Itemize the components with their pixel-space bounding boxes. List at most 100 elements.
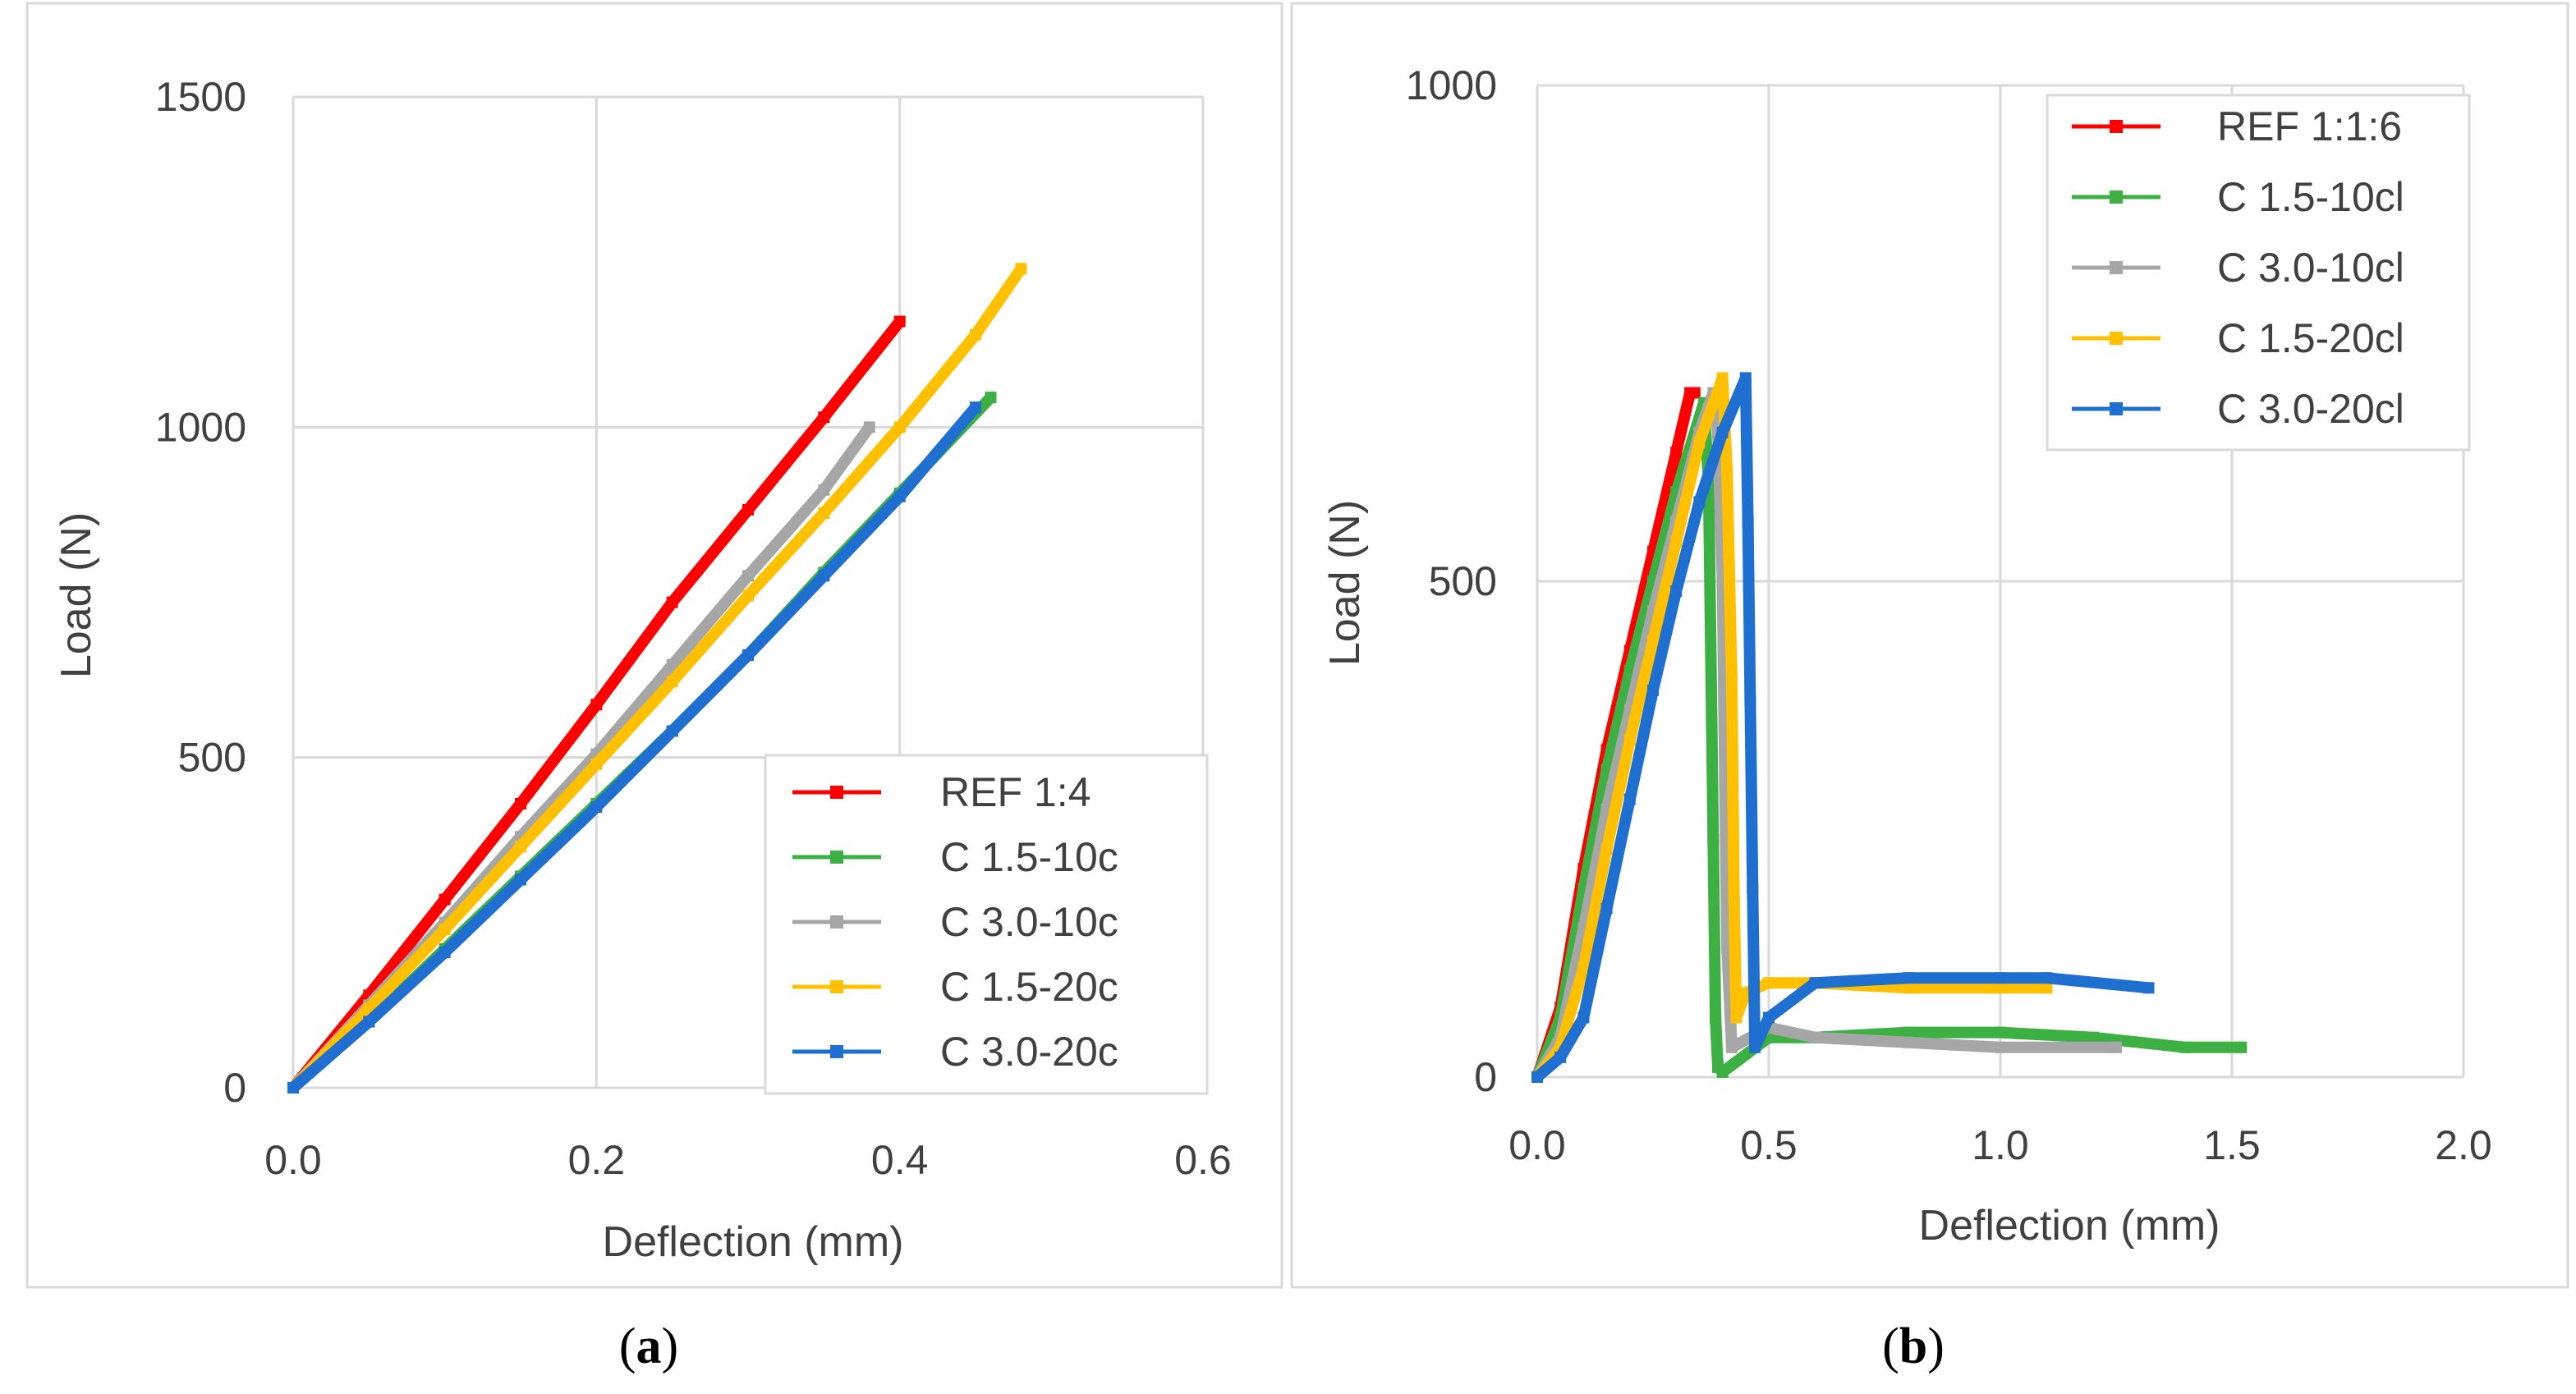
panel-a-data-point — [439, 947, 451, 959]
panel-a-data-point — [1015, 263, 1027, 275]
panel-a-x-axis-title: Deflection (mm) — [603, 1218, 904, 1266]
panel-a-legend-marker-2 — [830, 915, 843, 929]
panel-b-data-point — [1725, 674, 1738, 686]
panel-b-data-point — [1995, 982, 2006, 994]
panel-b-legend-marker-3 — [2110, 332, 2123, 345]
panel-a-data-point — [515, 797, 526, 809]
panel-a-data-point — [818, 570, 830, 582]
panel-b-y-axis-title: Load (N) — [1321, 500, 1369, 666]
panel-a-data-point — [439, 893, 451, 906]
panel-b-data-point — [1670, 585, 1683, 598]
panel-a-data-point — [818, 411, 830, 424]
panel-b-data-point — [1902, 972, 1914, 984]
panel-b-x-axis-title: Deflection (mm) — [1919, 1202, 2220, 1250]
panel-b-data-point — [1725, 1041, 1738, 1053]
panel-b-legend-marker-4 — [2110, 402, 2123, 415]
panel-a-data-point — [590, 699, 603, 711]
panel-b-data-point — [1716, 1066, 1729, 1078]
panel-a-data-point — [590, 758, 603, 770]
panel-a-legend-marker-1 — [830, 851, 843, 864]
panel-b-data-point — [1742, 516, 1754, 528]
panel-b-data-point — [2087, 1031, 2099, 1043]
panel-b-data-point — [1716, 426, 1729, 438]
panel-a-x-tick-label: 0.2 — [568, 1137, 626, 1183]
panel-b-data-point — [1809, 977, 1821, 989]
panel-a-legend-label-1: C 1.5-10c — [940, 834, 1118, 880]
panel-b-data-point — [1744, 694, 1756, 706]
panel-a-data-point — [666, 596, 678, 608]
panel-a-x-tick-labels: 0.0 0.2 0.4 0.6 — [264, 1137, 1232, 1183]
panel-b-legend-marker-0 — [2110, 120, 2123, 133]
panel-b-data-point — [1763, 977, 1775, 989]
panel-b-data-point — [1710, 1011, 1722, 1024]
svg-text:(b): (b) — [1882, 1318, 1945, 1374]
panel-a-data-point — [439, 923, 451, 935]
chart-panel-a: 0 500 1000 1500 0.0 0.2 0.4 0.6 Deflection (mm… — [53, 74, 1232, 1266]
panel-a-data-point — [818, 484, 830, 496]
panel-a-series-line-4 — [287, 401, 981, 1094]
panel-b-data-point — [1739, 372, 1752, 384]
panel-a-y-tick-labels: 0 500 1000 1500 — [155, 74, 246, 1111]
panel-a-data-point — [515, 841, 526, 853]
panel-a-data-point — [363, 1016, 375, 1028]
panel-b-data-point — [1721, 466, 1733, 479]
panel-a-data-point — [863, 421, 875, 433]
panel-a-x-tick-label: 0.6 — [1174, 1137, 1232, 1183]
panel-b-data-point — [1728, 892, 1740, 905]
chart-panel-b: 0 500 1000 0.0 0.5 1.0 1.5 2.0 Deflection (mm)… — [1321, 62, 2492, 1250]
panel-b-legend-label-4: C 3.0-20cl — [2217, 386, 2404, 432]
panel-b-data-point — [1763, 1011, 1775, 1024]
panel-b-data-point — [1716, 372, 1729, 384]
panel-b-data-point — [1995, 1026, 2006, 1039]
panel-b-series — [1531, 372, 2248, 1083]
panel-b-data-point — [1707, 833, 1720, 846]
panel-a-data-point — [666, 676, 678, 688]
panel-a-data-point — [666, 659, 678, 672]
panel-a-data-point — [893, 421, 906, 433]
panel-a-data-point — [818, 507, 830, 519]
panel-b-y-tick-label: 0 — [1474, 1054, 1497, 1100]
panel-b-data-point — [2041, 982, 2053, 994]
panel-a-y-tick-label: 500 — [178, 735, 246, 781]
panel-b-data-point — [1693, 496, 1706, 508]
panel-b-data-point — [2041, 972, 2053, 984]
panel-b-y-tick-label: 1000 — [1406, 62, 1497, 108]
panel-a-data-point — [287, 1082, 299, 1094]
panel-b-data-point — [1531, 1071, 1543, 1083]
panel-b-data-point — [1600, 902, 1613, 915]
panel-a-y-axis-title: Load (N) — [53, 512, 100, 678]
panel-a-x-tick-label: 0.4 — [871, 1137, 929, 1183]
panel-b-data-point — [2179, 1041, 2192, 1053]
panel-b-data-point — [1670, 446, 1683, 458]
caption-b: (b) — [1882, 1318, 1945, 1374]
panel-a-data-point — [742, 589, 754, 602]
panel-b-data-point — [1705, 654, 1717, 667]
panel-b-data-point — [1688, 387, 1701, 399]
panel-b-data-point — [1902, 1036, 1914, 1048]
panel-a-data-point — [742, 503, 754, 516]
panel-b-data-point — [2142, 982, 2155, 994]
panel-b-data-point — [1902, 982, 1914, 994]
panel-b-data-point — [1995, 972, 2006, 984]
panel-b-data-point — [1600, 843, 1613, 855]
panel-b-series-line-4 — [1531, 372, 2155, 1083]
panel-b-x-tick-label: 1.0 — [1972, 1122, 2029, 1168]
panel-a-y-tick-label: 1000 — [155, 404, 246, 450]
panel-b-data-point — [2110, 1041, 2122, 1053]
panel-b-x-tick-labels: 0.0 0.5 1.0 1.5 2.0 — [1508, 1122, 2492, 1168]
panel-b-data-point — [1647, 635, 1659, 647]
panel-b-data-point — [1554, 1051, 1567, 1063]
svg-text:(a): (a) — [619, 1318, 678, 1374]
panel-b-y-tick-label: 500 — [1429, 558, 1497, 604]
panel-b-data-point — [1623, 734, 1636, 746]
panel-b-legend-marker-2 — [2110, 261, 2123, 274]
panel-b-data-point — [1902, 1026, 1914, 1039]
panel-b-data-point — [1730, 1011, 1743, 1024]
panel-b-legend: REF 1:1:6 C 1.5-10cl C 3.0-10cl C 1.5-20cl C… — [2046, 94, 2471, 452]
panel-a-data-point — [666, 725, 678, 737]
caption-b-letter: b — [1899, 1318, 1927, 1374]
panel-a-legend-marker-3 — [830, 980, 843, 993]
panel-b-x-tick-label: 1.5 — [2203, 1122, 2261, 1168]
panel-b-data-point — [1693, 436, 1706, 448]
